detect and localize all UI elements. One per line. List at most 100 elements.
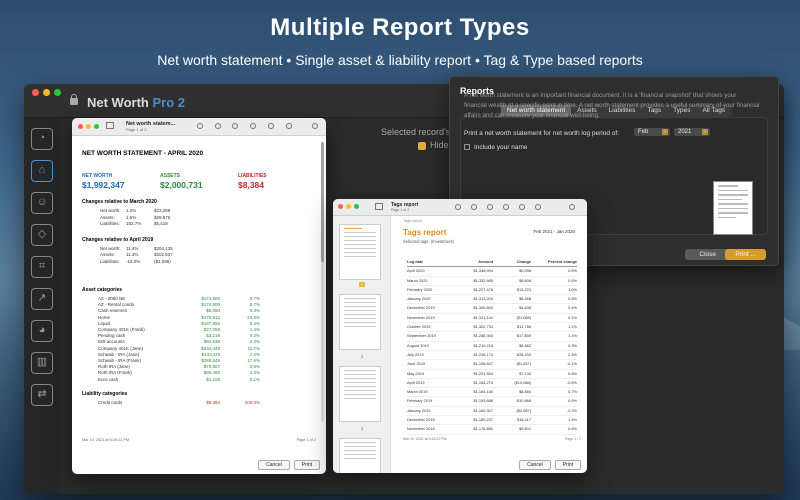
table-cell: ($10,086) [514,379,531,385]
asset-row: Roth IRA (Frank) $86,485 4.3% [98,370,316,376]
share-icon[interactable] [503,204,509,210]
print-button[interactable]: Print [554,460,581,470]
totals-row: NET WORTH $1,992,347 ASSETS $2,000,731 L… [82,173,316,190]
table-cell: $1,178,880 [473,426,493,432]
change-key: Net worth: [100,208,121,213]
change-key: Liabilities: [100,258,120,264]
chart-icon[interactable]: ↗ [31,288,53,310]
transfer-icon[interactable]: ⇄ [31,384,53,406]
rotate-icon[interactable] [268,123,274,129]
cancel-button[interactable]: Cancel [519,460,551,470]
close-window-button[interactable] [338,204,343,209]
zoom-window-button[interactable] [354,204,359,209]
table-cell: $1,180,237 [473,417,493,423]
sidebar-toggle-icon[interactable] [375,203,383,210]
markup-icon[interactable] [535,204,541,210]
sidebar-toggle-icon[interactable] [106,122,114,129]
close-window-button[interactable] [32,89,39,96]
table-cell: ($1,088) [516,314,532,320]
tab-net-worth-statement[interactable]: Net worth statement [501,105,572,116]
year-select[interactable]: 2021 [674,128,710,136]
tab-all-tags[interactable]: All Tags [702,107,726,114]
asset-categories-title: Asset categories [82,287,123,293]
speedometer-icon[interactable]: ◔ [31,128,53,150]
scrollbar-track[interactable] [321,142,324,422]
change-percent: 11.3% [126,252,139,257]
search-icon[interactable] [569,204,575,210]
change-key: Net worth: [100,245,121,251]
minimize-window-button[interactable] [346,204,351,209]
change-percent: 182.7% [126,221,142,226]
tab-tags[interactable]: Tags [647,107,662,114]
hide-zero-option[interactable]: Hide ze [418,140,461,150]
minimize-window-button[interactable] [86,124,91,129]
asset-name: Roth IRA (Jane) [98,364,131,370]
table-cell: $8,884 [519,389,531,395]
person-icon[interactable]: ☺ [31,192,53,214]
include-name-option[interactable]: Include your name [464,144,527,151]
include-name-checkbox[interactable] [464,144,470,151]
table-cell: 2.4% [568,351,577,357]
asset-percent: 8.7% [249,296,260,301]
share-icon[interactable] [250,123,256,129]
zoom-in-icon[interactable] [487,204,493,210]
change-row: Net worth: 11.4% $204,135 [100,246,316,253]
rotate-icon[interactable] [519,204,525,210]
markup-icon[interactable] [286,123,292,129]
tab-liabilities[interactable]: Liabilities [608,107,636,114]
zoom-window-button[interactable] [94,124,99,129]
app-sidebar: ◔ ⌂ ☺ ◇ ⌗ ↗ ◕ ▥ ⇄ [24,118,60,494]
table-cell: November 2018 [407,426,435,432]
table-cell: $17,800 [516,333,531,339]
asset-name: Roth IRA (Frank) [98,370,132,376]
bank-icon[interactable]: ⌂ [31,160,53,182]
page-thumbnail[interactable] [339,438,381,473]
search-icon[interactable] [312,123,318,129]
zoom-in-icon[interactable] [232,123,238,129]
print-button[interactable]: Print ... [725,249,766,260]
table-row: October 2019 $1,302,734 $13,786 1.1% [407,323,577,333]
table-header: Log date Amount Change Percent change [407,258,577,268]
table-cell: 0.6% [568,370,577,376]
page-thumbnail[interactable] [339,366,381,422]
info-icon[interactable] [455,204,461,210]
tag-icon[interactable]: ⌗ [31,256,53,278]
table-cell: $1,219,218 [473,342,493,348]
page-thumbnail[interactable] [339,294,381,350]
month-select[interactable]: Feb [634,128,670,136]
lock-icon[interactable] [70,94,78,105]
zoom-out-icon[interactable] [471,204,477,210]
total-label: NET WORTH [82,173,113,179]
table-row: January 2020 $1,313,204 $8,468 0.6% [407,295,577,305]
table-cell: $1,180,307 [473,407,493,413]
page-thumbnail[interactable] [339,224,381,280]
changes-april-title: Changes relative to April 2019 [82,236,154,243]
change-value: $23,258 [154,208,171,213]
pie-icon[interactable]: ◕ [31,320,53,342]
shapes-icon[interactable]: ◇ [31,224,53,246]
info-icon[interactable] [197,123,203,129]
liability-value: $8,384 [206,399,220,405]
tab-types[interactable]: Types [673,107,691,114]
reports-title: Reports [460,86,495,96]
zoom-window-button[interactable] [54,89,61,96]
hide-zero-checkbox[interactable] [418,141,426,150]
asset-value: $27,059 [203,327,220,333]
tab-assets[interactable]: Assets [577,107,597,114]
print-button[interactable]: Print [293,460,320,470]
preview-buttons: Cancel Print [258,460,320,470]
asset-value: $5,050 [206,308,220,314]
close-button[interactable]: Close [685,249,730,260]
scrollbar-thumb[interactable] [321,142,324,262]
asset-percent: 4.3% [249,370,260,376]
cancel-button[interactable]: Cancel [258,460,290,470]
table-row: May 2019 $1,201,554 $7,130 0.6% [407,370,577,379]
zoom-out-icon[interactable] [215,123,221,129]
bar-chart-icon[interactable]: ▥ [31,352,53,374]
changes-march-title: Changes relative to March 2020 [82,199,157,205]
table-row: July 2019 $1,236,173 $28,333 2.4% [407,351,577,361]
table-cell: $10,868 [516,398,531,404]
close-window-button[interactable] [78,124,83,129]
total-label: LIABILITIES [238,173,267,179]
minimize-window-button[interactable] [43,89,50,96]
